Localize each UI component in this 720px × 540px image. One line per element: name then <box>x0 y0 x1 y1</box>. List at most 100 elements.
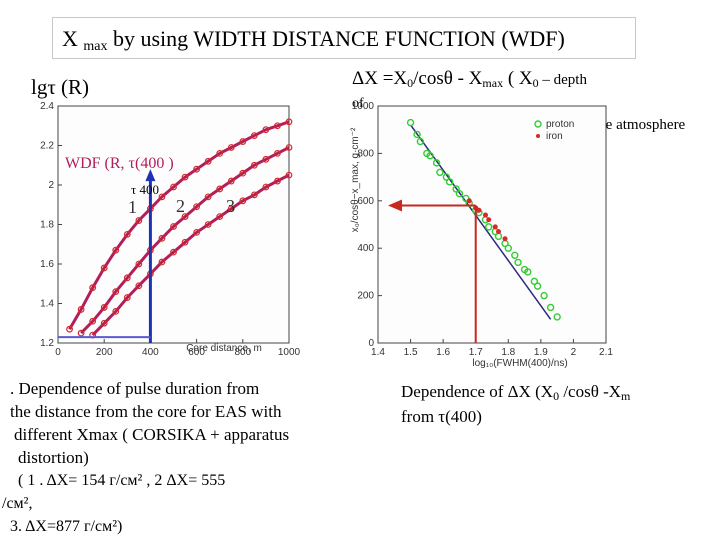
caption-left-line: . Dependence of pulse duration from <box>10 379 260 398</box>
left-point-2 <box>262 155 270 163</box>
proton-point <box>485 223 493 231</box>
atmosphere-text: the atmosphere <box>594 117 686 133</box>
marker-arrow <box>145 169 156 182</box>
caption-left-line: the distance from the core for EAS with <box>10 402 282 421</box>
caption-left-line: ( 1 . ΔX= 154 г/см² , 2 ΔX= 555 <box>18 472 226 489</box>
left-point-1 <box>181 173 189 181</box>
left-point-1 <box>89 284 97 292</box>
left-point-3 <box>216 213 224 221</box>
left-xtick-label: 200 <box>96 347 113 358</box>
title-frame <box>52 17 636 59</box>
left-point-1 <box>274 122 281 130</box>
left-point-3 <box>204 221 212 228</box>
left-point-2 <box>100 304 108 311</box>
right-xtick-label: 1.7 <box>469 347 483 358</box>
left-chart-frame <box>57 105 290 344</box>
caption-left-line: distortion) <box>18 448 89 467</box>
left-point-3 <box>250 191 258 199</box>
proton-point <box>426 152 434 160</box>
proton-point <box>546 303 555 312</box>
left-xtick-label: 400 <box>142 347 159 358</box>
right-ytick-label: 200 <box>357 291 374 302</box>
proton-point <box>413 130 421 139</box>
curve-label-2: 2 <box>176 196 185 216</box>
left-point-1 <box>204 157 212 165</box>
legend-iron-marker <box>536 134 540 138</box>
left-point-3 <box>285 171 293 179</box>
left-point-3 <box>274 177 281 185</box>
caption-left: . Dependence of pulse duration from the … <box>2 377 289 538</box>
left-point-3 <box>193 228 201 236</box>
right-xtick-label: 2 <box>571 347 577 358</box>
left-ytick-label: 1.2 <box>40 338 54 349</box>
right-ticks: 1.4 1.5 1.6 1.7 1.8 1.9 2 2.1 0 200 400 600 800 1000 <box>352 101 614 358</box>
left-series-line-1 <box>68 120 290 330</box>
left-point-1 <box>100 264 108 272</box>
left-series-line-2 <box>80 146 290 335</box>
right-xtick-label: 1.9 <box>534 347 548 358</box>
left-xtick-label: 600 <box>188 347 205 358</box>
fit-line <box>409 124 552 320</box>
proton-point <box>445 178 454 186</box>
right-ytick-label: 600 <box>357 196 374 207</box>
caption-right-line2: from τ(400) <box>401 407 482 426</box>
curve-label-1: 1 <box>128 197 137 217</box>
left-point-3 <box>123 294 131 301</box>
slide-title: X max by using WIDTH DISTANCE FUNCTION (… <box>62 26 565 54</box>
iron-point <box>482 212 488 218</box>
proton-point <box>432 159 441 167</box>
left-point-2 <box>239 169 247 177</box>
left-point-2 <box>158 234 166 242</box>
right-xtick-label: 2.1 <box>599 347 613 358</box>
caption-left-line: 3. ΔX=877 г/см²) <box>10 518 123 535</box>
left-point-1 <box>227 144 235 151</box>
right-chart-frame <box>377 105 607 344</box>
formula-of: of <box>352 96 364 111</box>
left-point-1 <box>239 138 247 145</box>
left-point-3 <box>170 248 177 256</box>
right-xtick-label: 1.6 <box>436 347 450 358</box>
left-point-2 <box>285 144 293 151</box>
tau-label: τ 400 <box>131 182 159 197</box>
left-point-1 <box>77 306 85 313</box>
left-plot-label: lgτ (R) <box>31 75 90 99</box>
left-point-2 <box>112 288 120 296</box>
left-point-2 <box>216 185 224 193</box>
right-ytick-label: 0 <box>368 338 374 349</box>
right-ytick-label: 1000 <box>352 101 375 112</box>
left-point-1 <box>193 165 201 173</box>
left-xtick-label: 800 <box>234 347 251 358</box>
left-point-3 <box>135 282 143 290</box>
proton-point <box>504 244 512 252</box>
left-point-3 <box>100 319 108 327</box>
left-point-1 <box>250 132 258 140</box>
left-chart-title: WDF (R, τ(400 ) <box>65 155 174 172</box>
proton-point <box>524 268 532 276</box>
proton-point <box>455 189 464 198</box>
left-ytick-label: 2.4 <box>40 101 54 112</box>
left-point-2 <box>250 161 258 169</box>
left-ytick-label: 1.4 <box>40 299 54 310</box>
left-point-3 <box>181 238 189 246</box>
left-xtick-label: 0 <box>55 347 61 358</box>
left-xtick-label: 1000 <box>278 347 301 358</box>
left-ytick-label: 2 <box>48 180 54 191</box>
right-ytick-label: 800 <box>357 148 374 159</box>
left-point-2 <box>204 193 212 201</box>
iron-point <box>492 224 498 230</box>
proton-point <box>406 118 415 127</box>
title-rest: by using WIDTH DISTANCE FUNCTION (WDF) <box>113 26 565 51</box>
left-ytick-label: 1.6 <box>40 259 54 270</box>
proton-point <box>416 137 425 146</box>
left-xlabel: Core distance, m <box>186 343 262 354</box>
left-ytick-label: 1.8 <box>40 220 54 231</box>
iron-point <box>502 236 508 242</box>
left-point-1 <box>112 246 120 254</box>
left-point-3 <box>112 308 120 315</box>
formula: ΔX =X0/cosθ - Xmax ( X0 – depth <box>352 68 587 90</box>
left-point-3 <box>158 258 166 266</box>
proton-point <box>511 251 519 260</box>
left-point-1 <box>123 230 131 238</box>
legend-proton: proton <box>546 119 574 130</box>
